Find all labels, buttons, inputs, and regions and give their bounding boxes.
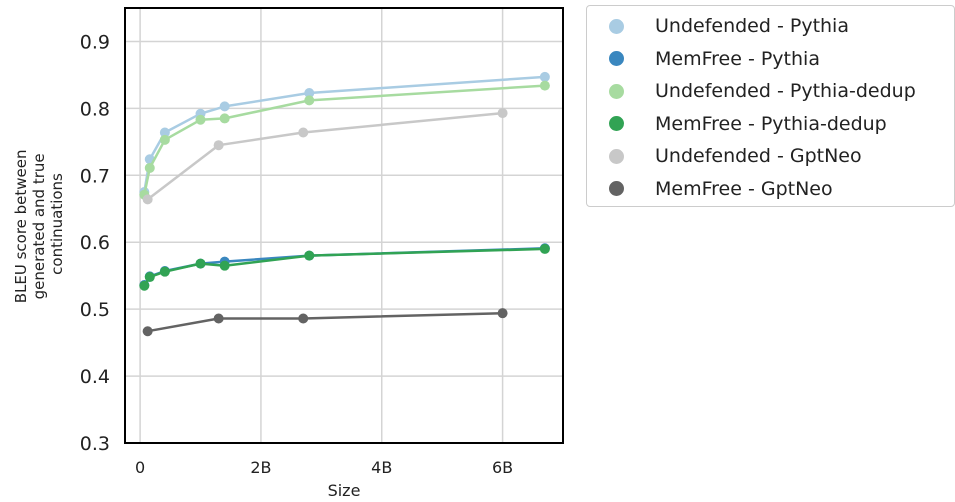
data-point (142, 326, 153, 337)
data-point (195, 258, 206, 269)
x-tick-label: 0 (135, 458, 145, 477)
x-axis-label: Size (328, 481, 361, 500)
x-tick-label: 2B (250, 458, 271, 477)
data-point (304, 87, 315, 98)
data-point (539, 71, 550, 82)
legend-label: Undefended - Pythia-dedup (655, 80, 916, 102)
data-point (298, 313, 309, 324)
y-tick-label: 0.6 (80, 232, 110, 254)
y-tick-label: 0.4 (80, 366, 110, 388)
series-5 (142, 308, 508, 337)
legend-item: Undefended - GptNeo (587, 141, 862, 171)
series-line (143, 247, 545, 287)
data-point (213, 313, 224, 324)
data-point (159, 134, 170, 145)
legend-marker (609, 18, 624, 34)
legend-label: Undefended - GptNeo (655, 145, 862, 167)
legend-label: MemFree - GptNeo (655, 177, 833, 200)
tick-labels: 0.3 0.4 0.5 0.6 0.7 0.8 0.9 0 2B 4B 6B (80, 31, 513, 477)
data-point (497, 108, 508, 119)
legend-label: MemFree - Pythia (655, 47, 820, 70)
y-tick-label: 0.7 (80, 165, 110, 187)
data-point (298, 127, 309, 138)
legend-item: Undefended - Pythia (587, 11, 849, 41)
y-axis-label: BLEU score between generated and true co… (12, 145, 66, 304)
y-tick-label: 0.5 (80, 299, 110, 321)
data-point (539, 243, 550, 254)
data-point (159, 266, 170, 277)
data-point (195, 114, 206, 125)
legend-item: MemFree - GptNeo (587, 174, 833, 204)
data-point (144, 162, 155, 173)
data-point (142, 194, 153, 205)
plot-frame (124, 7, 564, 444)
x-tick-label: 4B (371, 458, 392, 477)
series-4 (142, 108, 508, 205)
series-0 (139, 71, 550, 198)
legend-item: Undefended - Pythia-dedup (587, 76, 916, 106)
legend-item: MemFree - Pythia-dedup (587, 109, 887, 139)
legend-marker (609, 51, 624, 66)
data-point (159, 127, 170, 138)
data-point (139, 280, 150, 291)
data-point (497, 308, 508, 319)
legend-marker (609, 116, 624, 131)
legend-marker (609, 83, 624, 99)
y-axis-label-line-1: BLEU score between (12, 149, 30, 303)
y-axis-label-line-3: continuations (48, 173, 66, 275)
data-point (219, 260, 230, 271)
x-tick-label: 6B (492, 458, 513, 477)
y-axis-label-line-2: generated and true (30, 153, 48, 299)
series-2 (139, 80, 550, 200)
series-layer (139, 71, 550, 337)
legend-marker (609, 181, 624, 196)
y-tick-label: 0.9 (80, 31, 110, 53)
series-line (147, 311, 503, 333)
legend-marker (609, 148, 624, 164)
data-point (219, 113, 230, 124)
y-tick-label: 0.8 (80, 98, 110, 120)
data-point (144, 272, 155, 283)
data-point (304, 95, 315, 106)
series-3 (139, 243, 550, 291)
legend-item: MemFree - Pythia (587, 44, 820, 74)
series-line (146, 111, 503, 201)
legend-label: MemFree - Pythia-dedup (655, 112, 887, 135)
data-point (304, 250, 315, 261)
legend-label: Undefended - Pythia (655, 15, 849, 37)
grid (125, 8, 563, 444)
data-point (213, 140, 224, 151)
y-tick-label: 0.3 (80, 433, 110, 455)
data-point (539, 80, 550, 91)
data-point (219, 101, 230, 112)
legend: Undefended - Pythia MemFree - Pythia Undef… (586, 5, 955, 207)
series-line (143, 84, 545, 195)
